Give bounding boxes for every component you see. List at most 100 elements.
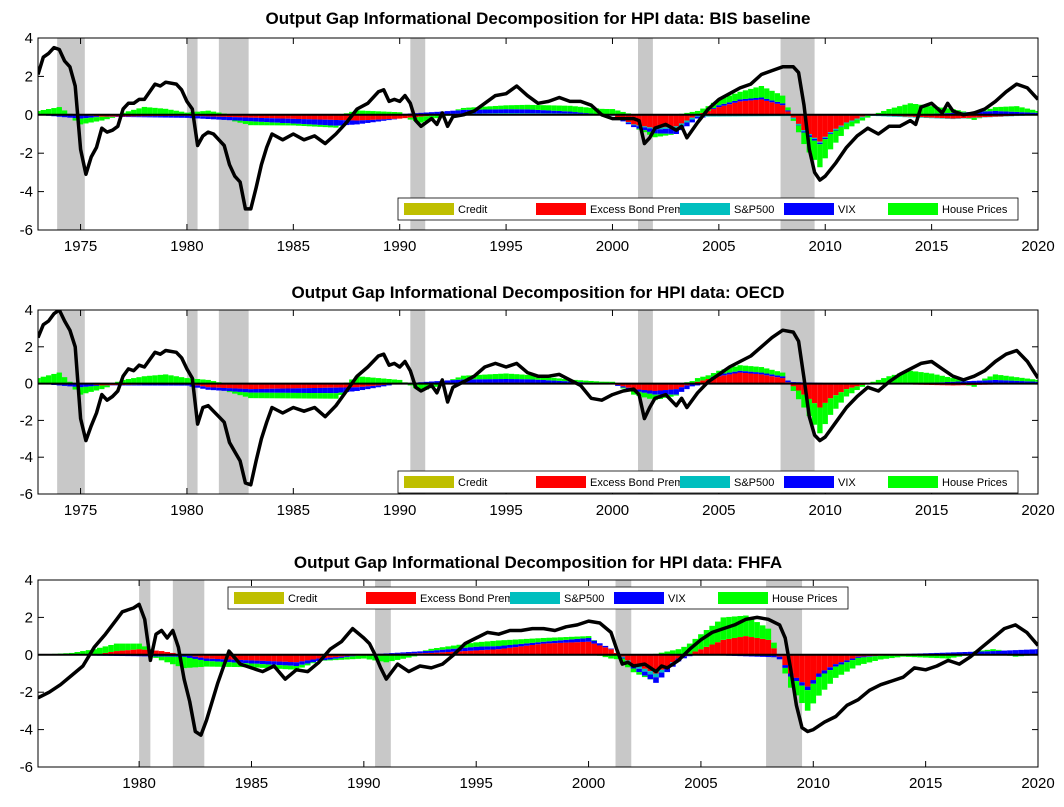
bar-vix: [317, 388, 322, 393]
bar-vix: [748, 372, 753, 374]
bar-house: [350, 656, 356, 659]
bar-vix: [575, 639, 581, 642]
bar-vix: [833, 664, 839, 666]
bar-vix: [636, 669, 642, 672]
bar-house: [934, 375, 939, 383]
bar-house: [259, 122, 264, 125]
bar-ebp: [833, 384, 838, 396]
bar-ebp: [541, 644, 547, 655]
bar-sp500: [902, 116, 907, 117]
x-tick-label: 1990: [383, 238, 416, 255]
bar-vix: [280, 119, 285, 123]
bar-ebp: [732, 103, 737, 115]
bar-house: [473, 642, 479, 646]
legend-swatch-vix: [614, 592, 664, 604]
bar-vix: [423, 651, 429, 653]
bar-ebp: [753, 374, 758, 384]
bar-vix: [376, 120, 381, 122]
bar-house: [152, 108, 157, 115]
bar-sp500: [690, 118, 695, 120]
bar-house: [878, 656, 884, 660]
bar-house: [381, 112, 386, 115]
bar-vix: [563, 640, 569, 643]
bar-vix: [530, 379, 535, 382]
bar-house: [918, 372, 923, 383]
bar-house: [902, 105, 907, 115]
bar-house: [546, 105, 551, 110]
bar-house: [89, 118, 94, 123]
bar-house: [237, 392, 242, 395]
legend-label-sp500: S&P500: [564, 593, 604, 605]
bar-ebp: [764, 101, 769, 115]
bar-house: [83, 118, 88, 123]
bar-vix: [259, 118, 264, 122]
bar-house: [854, 120, 859, 124]
bar-vix: [365, 120, 370, 123]
bar-vix: [546, 110, 551, 113]
bar-vix: [386, 119, 391, 120]
bar-vix: [285, 388, 290, 392]
bar-vix: [370, 120, 375, 122]
bar-house: [551, 105, 556, 110]
bar-vix: [503, 109, 508, 113]
bar-vix: [573, 112, 578, 114]
bar-vix: [769, 374, 774, 376]
bar-ebp: [647, 115, 652, 127]
y-tick-label: -2: [20, 684, 33, 701]
bar-vix: [519, 109, 524, 113]
bar-ebp: [769, 102, 774, 114]
bar-vix: [551, 111, 556, 114]
bar-house: [990, 649, 996, 651]
bar-ebp: [766, 640, 772, 655]
bar-ebp: [833, 115, 838, 129]
bar-house: [982, 379, 987, 381]
bar-house: [1014, 377, 1019, 381]
bar-vix: [254, 661, 260, 664]
bar-house: [764, 88, 769, 99]
bar-house: [355, 656, 361, 659]
bar-sp500: [833, 129, 838, 130]
bar-vix: [365, 386, 370, 389]
bar-vix: [440, 650, 446, 653]
bar-house: [158, 375, 163, 384]
bar-vix: [142, 116, 147, 117]
bar-sp500: [892, 116, 897, 117]
bar-house: [94, 386, 99, 391]
bar-house: [748, 366, 753, 372]
bar-vix: [89, 116, 94, 118]
y-tick-label: 4: [25, 30, 33, 47]
bar-ebp: [810, 655, 816, 680]
bar-vix: [282, 662, 288, 666]
bar-vix: [266, 661, 272, 664]
bar-house: [97, 648, 103, 654]
bar-ebp: [844, 115, 849, 123]
bar-house: [57, 373, 62, 384]
bar-house: [487, 106, 492, 109]
bar-vix: [524, 643, 530, 645]
bar-house: [1009, 376, 1014, 380]
bar-ebp: [552, 643, 558, 655]
bar-ebp: [563, 643, 569, 655]
bar-vix: [794, 678, 800, 681]
bar-ebp: [569, 642, 575, 654]
bar-ebp: [642, 115, 647, 127]
bar-vix: [192, 657, 198, 659]
bar-house: [586, 636, 592, 638]
legend-swatch-vix: [784, 203, 834, 215]
chart-title: Output Gap Informational Decomposition f…: [266, 9, 811, 28]
bar-house: [89, 386, 94, 392]
bar-house: [509, 105, 514, 109]
chart-title: Output Gap Informational Decomposition f…: [291, 283, 784, 302]
bar-vix: [370, 386, 375, 388]
bar-vix: [395, 653, 401, 654]
x-tick-label: 2010: [797, 775, 830, 792]
bar-vix: [514, 109, 519, 113]
bar-vix: [498, 379, 503, 383]
bar-ebp: [721, 640, 727, 655]
y-tick-label: 2: [25, 339, 33, 356]
bar-vix: [312, 388, 317, 393]
bar-vix: [473, 647, 479, 651]
y-tick-label: -6: [20, 759, 33, 776]
bar-house: [860, 385, 865, 387]
bar-sp500: [647, 127, 652, 128]
